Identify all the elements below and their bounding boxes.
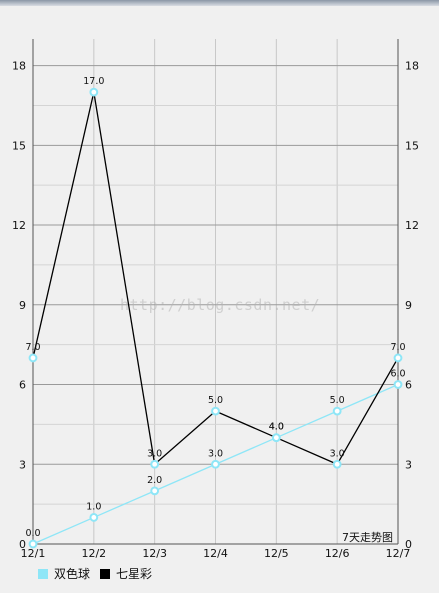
y-tick-label-left: 15 [12, 139, 26, 152]
data-point-series-1 [393, 380, 403, 389]
data-point-series-1 [89, 513, 99, 522]
data-label-series-1: 3.0 [208, 448, 223, 459]
data-point-series-2 [271, 433, 281, 443]
data-label-series-2: 3.0 [330, 448, 345, 459]
y-tick-label-right: 15 [405, 139, 419, 152]
data-point-series-1 [332, 406, 342, 416]
x-tick-label: 12/3 [142, 547, 167, 560]
data-label-series-1: 1.0 [86, 501, 101, 512]
y-tick-label-right: 12 [405, 219, 419, 232]
x-tick-label: 12/7 [386, 547, 411, 560]
data-label-series-1: 2.0 [147, 475, 162, 486]
legend-swatch-series-1 [38, 568, 48, 579]
data-label-series-2: 5.0 [208, 395, 223, 406]
data-label-series-1: 0.0 [25, 528, 40, 539]
data-point-series-2 [150, 459, 160, 469]
data-point-series-1 [211, 459, 220, 469]
legend-item-series-2: 七星彩 [100, 565, 152, 582]
data-label-series-1: 5.0 [330, 395, 345, 406]
y-tick-label-left: 0 [19, 538, 26, 551]
data-point-series-2 [89, 87, 99, 97]
data-point-series-2 [28, 353, 38, 363]
chart-description: 7天走势图 [342, 531, 393, 544]
x-tick-label: 12/4 [203, 547, 228, 560]
legend-swatch-series-2 [100, 568, 111, 579]
y-tick-label-right: 3 [405, 458, 412, 471]
data-label-series-2: 7.0 [25, 342, 40, 353]
data-point-series-2 [332, 459, 342, 469]
y-tick-label-right: 0 [405, 538, 412, 551]
y-tick-label-left: 6 [19, 379, 26, 392]
x-tick-label: 12/6 [325, 547, 350, 560]
y-tick-label-left: 12 [12, 219, 26, 232]
data-label-series-2: 4.0 [269, 422, 284, 433]
legend-item-series-1: 双色球 [38, 565, 90, 582]
x-tick-label: 12/5 [264, 547, 289, 560]
data-label-series-2: 3.0 [147, 448, 162, 459]
data-point-series-1 [28, 539, 38, 549]
status-bar-strip [0, 0, 439, 6]
data-label-series-1: 4.0 [269, 422, 284, 433]
data-point-series-2 [393, 353, 403, 363]
data-label-series-2: 17.0 [83, 76, 104, 87]
data-point-series-1 [150, 486, 160, 496]
chart-legend: 双色球 七星彩 [38, 565, 162, 582]
y-tick-label-left: 3 [19, 458, 26, 471]
x-tick-label: 12/2 [81, 547, 106, 560]
x-tick-label: 12/1 [21, 547, 46, 560]
data-label-series-1: 6.0 [390, 369, 405, 380]
y-tick-label-right: 9 [405, 299, 412, 312]
y-tick-label-right: 6 [405, 379, 412, 392]
y-tick-label-left: 9 [19, 299, 26, 312]
y-tick-label-right: 18 [405, 60, 419, 73]
data-point-series-2 [211, 406, 220, 416]
y-tick-label-left: 18 [12, 60, 26, 73]
legend-label-series-2: 七星彩 [116, 567, 153, 581]
data-label-series-2: 7.0 [390, 342, 405, 353]
legend-label-series-1: 双色球 [54, 567, 91, 581]
